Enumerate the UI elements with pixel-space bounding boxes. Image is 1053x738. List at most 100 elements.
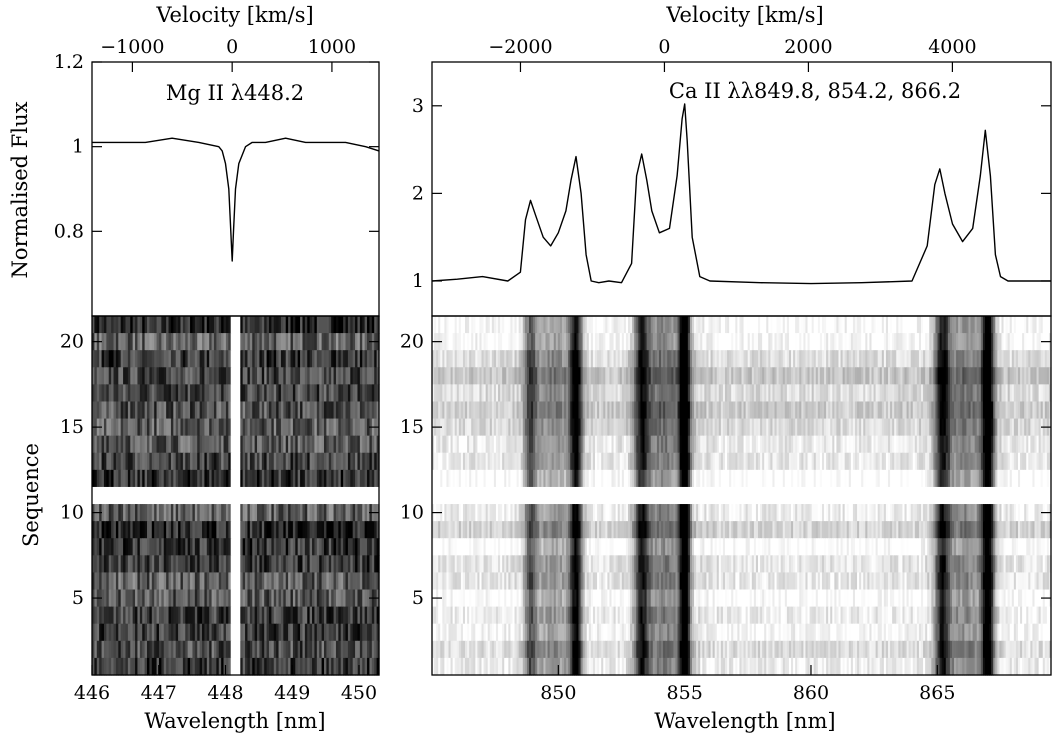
heatmap-cell xyxy=(813,384,817,403)
heatmap-cell xyxy=(285,384,289,403)
heatmap-cell xyxy=(96,623,100,642)
heatmap-cell xyxy=(362,623,366,642)
heatmap-cell xyxy=(590,316,594,334)
heatmap-cell xyxy=(364,504,368,522)
heatmap-cell xyxy=(230,589,234,608)
heatmap-cell xyxy=(1046,384,1050,403)
heatmap-cell xyxy=(369,606,373,625)
heatmap-cell xyxy=(1015,350,1019,368)
heatmap-cell xyxy=(161,606,165,625)
heatmap-cell xyxy=(956,418,959,437)
heatmap-cell xyxy=(115,333,119,351)
heatmap-cell xyxy=(644,316,648,334)
heatmap-cell xyxy=(312,521,316,539)
heatmap-cell xyxy=(923,316,926,334)
heatmap-cell xyxy=(254,538,258,556)
heatmap-cell xyxy=(716,367,720,385)
heatmap-cell xyxy=(467,401,470,420)
heatmap-cell xyxy=(197,572,201,591)
heatmap-cell xyxy=(123,418,127,437)
heatmap-cell xyxy=(182,435,186,454)
heatmap-cell xyxy=(1030,367,1034,385)
heatmap-cell xyxy=(836,367,840,385)
heatmap-cell xyxy=(1011,401,1015,420)
heatmap-cell xyxy=(1026,435,1029,454)
heatmap-cell xyxy=(694,333,697,351)
heatmap-cell xyxy=(561,367,565,385)
heatmap-cell xyxy=(1038,316,1042,334)
heatmap-cell xyxy=(130,521,134,539)
heatmap-cell xyxy=(1034,384,1038,403)
heatmap-cell xyxy=(743,418,747,437)
heatmap-cell xyxy=(278,657,282,676)
heatmap-cell xyxy=(96,401,100,420)
heatmap-cell xyxy=(448,367,452,385)
heatmap-cell xyxy=(254,572,258,591)
heatmap-cell xyxy=(572,316,575,334)
heatmap-cell xyxy=(683,384,687,403)
heatmap-cell xyxy=(340,469,344,488)
heatmap-cell xyxy=(867,435,871,454)
heatmap-cell xyxy=(115,418,119,437)
heatmap-cell xyxy=(376,555,380,574)
heatmap-cell xyxy=(144,640,148,659)
heatmap-cell xyxy=(252,350,256,368)
heatmap-cell xyxy=(127,555,131,574)
heatmap-cell xyxy=(352,418,356,437)
heatmap-cell xyxy=(500,350,503,368)
heatmap-cell xyxy=(120,333,124,351)
heatmap-cell xyxy=(156,384,160,403)
heatmap-cell xyxy=(103,589,107,608)
heatmap-cell xyxy=(844,435,848,454)
heatmap-cell xyxy=(469,316,472,334)
heatmap-cell xyxy=(302,606,306,625)
heatmap-cell xyxy=(292,589,296,608)
heatmap-cell xyxy=(460,401,464,420)
heatmap-cell xyxy=(956,435,959,454)
heatmap-cell xyxy=(712,384,716,403)
heatmap-cell xyxy=(566,367,569,385)
heatmap-cell xyxy=(687,452,691,471)
heatmap-cell xyxy=(588,350,592,368)
heatmap-cell xyxy=(440,367,443,385)
heatmap-cell xyxy=(163,555,167,574)
heatmap-cell xyxy=(180,316,184,334)
heatmap-cell xyxy=(483,401,487,420)
heatmap-cell xyxy=(180,572,184,591)
heatmap-cell xyxy=(130,401,134,420)
heatmap-cell xyxy=(755,418,759,437)
heatmap-cell xyxy=(213,367,217,385)
heatmap-cell xyxy=(338,418,342,437)
heatmap-cell xyxy=(362,333,366,351)
heatmap-cell xyxy=(168,367,172,385)
heatmap-cell xyxy=(194,657,198,676)
heatmap-cell xyxy=(788,401,792,420)
heatmap-cell xyxy=(290,572,294,591)
heatmap-cell xyxy=(520,333,524,351)
heatmap-cell xyxy=(245,589,249,608)
heatmap-cell xyxy=(199,538,203,556)
heatmap-cell xyxy=(235,504,239,522)
heatmap-cell xyxy=(896,435,899,454)
heatmap-cell xyxy=(237,452,241,471)
heatmap-cell xyxy=(722,384,726,403)
heatmap-cell xyxy=(211,606,215,625)
heatmap-cell xyxy=(123,657,127,676)
heatmap-cell xyxy=(811,435,815,454)
heatmap-cell xyxy=(302,623,306,642)
heatmap-cell xyxy=(467,384,470,403)
heatmap-cell xyxy=(302,657,306,676)
heatmap-cell xyxy=(268,606,272,625)
heatmap-cell xyxy=(949,333,953,351)
heatmap-cell xyxy=(233,657,237,676)
heatmap-cell xyxy=(292,606,296,625)
heatmap-cell xyxy=(288,452,292,471)
heatmap-cell xyxy=(793,384,796,403)
heatmap-cell xyxy=(778,435,782,454)
heatmap-cell xyxy=(218,657,222,676)
heatmap-cell xyxy=(371,606,375,625)
heatmap-cell xyxy=(531,401,534,420)
heatmap-cell xyxy=(245,384,249,403)
heatmap-cell xyxy=(691,316,695,334)
heatmap-cell xyxy=(951,316,955,334)
